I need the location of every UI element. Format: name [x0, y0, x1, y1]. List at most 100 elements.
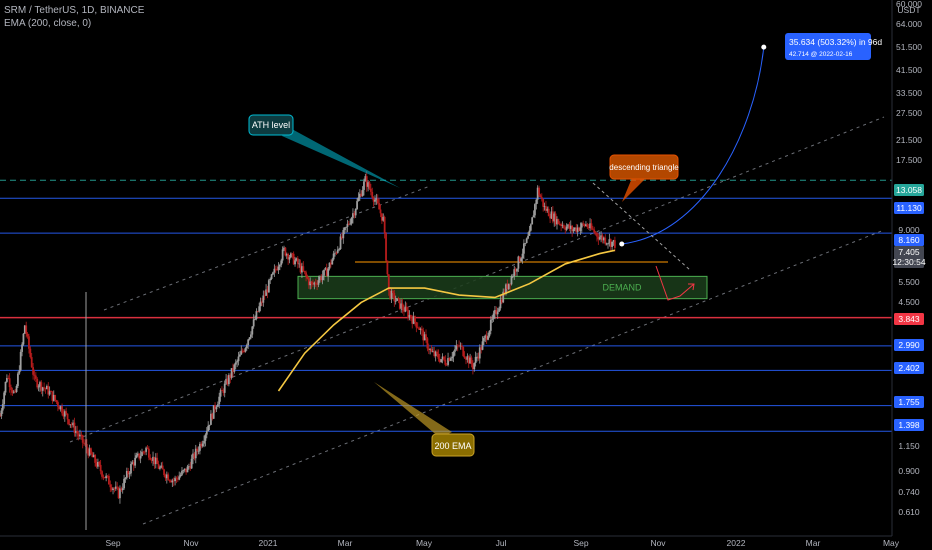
candle-body	[506, 284, 509, 290]
candle-body	[190, 458, 193, 469]
candle-body	[471, 364, 474, 370]
candle-body	[63, 411, 66, 417]
candle-body	[277, 266, 280, 271]
candle-body	[116, 486, 119, 488]
candle-body	[398, 298, 401, 309]
time-tick-label: 2021	[259, 538, 278, 548]
candle-body	[150, 459, 153, 461]
candle-body	[123, 478, 125, 489]
candle-body	[323, 269, 325, 276]
candle-body	[225, 378, 228, 384]
candle-body	[251, 326, 254, 335]
candle-body	[420, 328, 423, 331]
symbol-title[interactable]: SRM / TetherUS, 1D, BINANCE	[4, 5, 145, 16]
ema-label: 200 EMA	[434, 441, 471, 451]
candle-body	[124, 477, 127, 479]
candle-body	[560, 224, 563, 226]
candle-body	[153, 456, 156, 465]
candle-body	[117, 487, 120, 499]
candle-body	[130, 463, 132, 474]
candle-body	[612, 240, 615, 242]
candle-body	[452, 351, 455, 357]
candle-body	[601, 235, 604, 241]
candle-body	[136, 453, 139, 456]
candle-body	[489, 319, 492, 331]
candle-body	[72, 422, 74, 426]
candle-body	[525, 238, 528, 244]
demand-label: DEMAND	[602, 283, 642, 293]
candle-body	[390, 290, 393, 299]
candle-body	[51, 391, 54, 401]
candle-body	[305, 272, 307, 277]
candle-body	[611, 241, 614, 247]
candle-body	[73, 422, 76, 433]
candle-body	[276, 269, 279, 271]
candle-body	[62, 413, 65, 417]
drawings[interactable]	[85, 182, 695, 530]
candle-body	[87, 449, 90, 456]
indicator-legend[interactable]: EMA (200, close, 0)	[4, 18, 92, 29]
candle-body	[602, 237, 605, 241]
candle-body	[387, 274, 390, 291]
candle-body	[476, 356, 478, 358]
candle-body	[270, 274, 273, 279]
candle-body	[531, 217, 534, 225]
candle-body	[211, 413, 214, 419]
projection-main: 35.634 (503.32%) in 96d	[789, 37, 882, 47]
price-tag-box	[894, 184, 924, 196]
price-tag-label: 1.398	[898, 420, 920, 430]
candle-body	[302, 266, 305, 271]
price-tag-label: 8.160	[898, 235, 920, 245]
candle-body	[281, 249, 284, 261]
ema-line	[277, 249, 616, 392]
candle-body	[480, 347, 483, 350]
candle-body	[174, 477, 176, 482]
time-axis[interactable]: Sep Nov 2021 Mar May Jul Sep Nov 2022 Mar May	[0, 535, 900, 548]
candle-body	[371, 191, 374, 198]
candle-body	[336, 249, 339, 253]
ath-callout[interactable]: ATH level	[248, 114, 400, 188]
candle-body	[256, 311, 259, 312]
candle-body	[386, 260, 389, 275]
candle-body	[444, 359, 447, 365]
candle-body	[167, 474, 170, 481]
candle-body	[0, 416, 1, 417]
price-axis[interactable]: 60.000 64.000 51.500 41.500 33.500 27.500 21.5…	[891, 0, 926, 536]
time-tick-label: Nov	[650, 538, 666, 548]
candle-body	[321, 275, 324, 281]
candle-body	[223, 383, 226, 393]
candle-body	[562, 225, 565, 228]
candle-body	[341, 236, 343, 239]
price-tick-label: 51.500	[896, 42, 922, 52]
price-tag-label: 3.843	[898, 314, 920, 324]
candle-body	[578, 227, 580, 231]
candle-body	[171, 480, 174, 483]
candle-body	[113, 488, 116, 490]
candle-body	[57, 402, 59, 407]
candle-body	[375, 198, 378, 200]
candle-body	[416, 327, 419, 329]
projection-callout[interactable]: 35.634 (503.32%) in 96d 42.714 @ 2022-02…	[785, 33, 882, 60]
candle-body	[74, 431, 77, 433]
triangle-callout[interactable]: descending triangle	[609, 154, 679, 202]
candle-body	[245, 345, 248, 349]
candle-body	[146, 447, 149, 449]
candle-body	[285, 254, 288, 256]
candle-body	[546, 208, 549, 211]
candle-body	[261, 301, 263, 303]
candle-body	[36, 378, 39, 388]
candle-body	[572, 229, 575, 232]
candle-body	[345, 226, 347, 228]
candle-body	[454, 349, 456, 352]
ema-callout[interactable]: 200 EMA	[374, 382, 475, 457]
candle-body	[103, 477, 106, 479]
candle-body	[68, 419, 70, 425]
price-tag-label: 11.130	[896, 203, 922, 213]
candle-body	[324, 268, 327, 270]
candle-body	[411, 318, 414, 324]
candle-body	[287, 254, 290, 260]
candle-body	[394, 300, 397, 302]
candle-body	[25, 325, 28, 334]
candle-body	[14, 391, 17, 393]
